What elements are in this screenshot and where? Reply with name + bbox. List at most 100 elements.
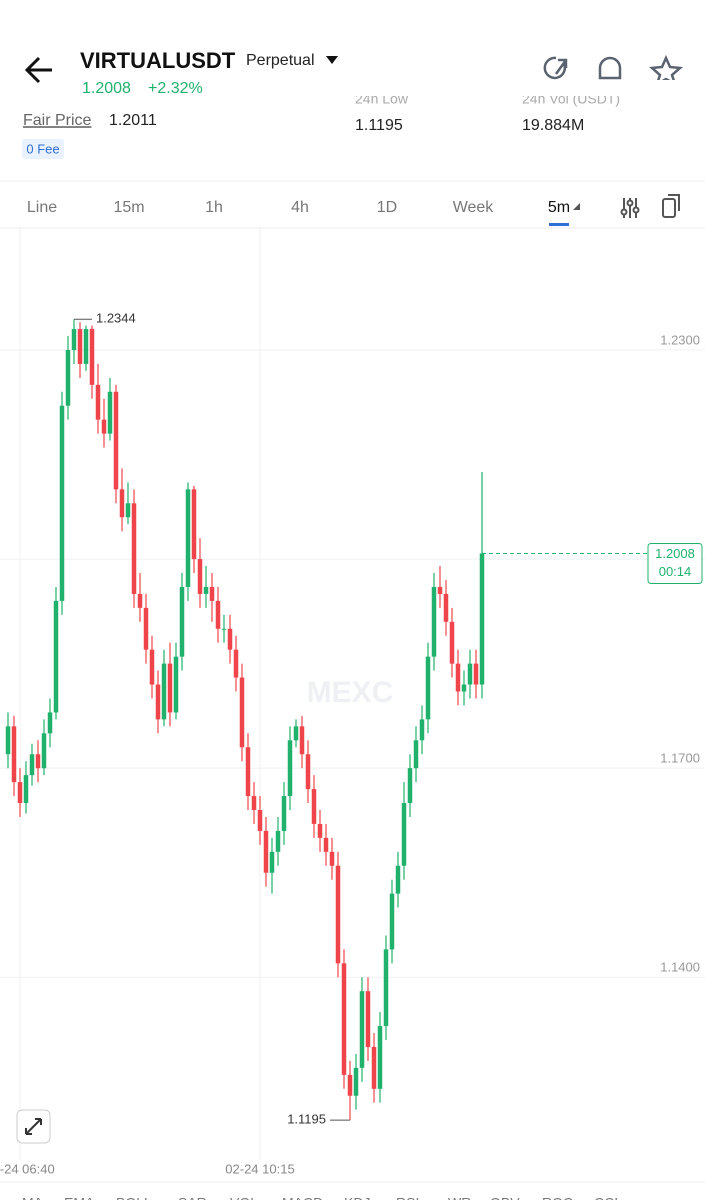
candle-body: [359, 991, 365, 1068]
indicator-tab[interactable]: WR: [448, 1195, 471, 1200]
candle-body: [197, 559, 203, 594]
candle-body: [65, 349, 71, 406]
candle-body: [371, 1046, 377, 1089]
candle-body: [71, 329, 77, 350]
candle-body: [449, 621, 455, 664]
indicator-tab[interactable]: RSI: [396, 1195, 419, 1200]
candle-body: [377, 1026, 383, 1089]
favorite-icon[interactable]: [649, 54, 683, 87]
candle-body: [323, 837, 329, 852]
tab[interactable]: 1h: [205, 199, 223, 216]
candle-body: [443, 593, 449, 622]
indicator-tab[interactable]: MA: [22, 1195, 44, 1200]
candle-body: [137, 593, 143, 608]
candle-body: [419, 719, 425, 741]
candle-body: [227, 628, 233, 650]
fair-price-label[interactable]: Fair Price: [23, 112, 92, 129]
fair-price: 1.2011: [109, 112, 157, 129]
candle-body: [215, 600, 221, 629]
candle-body: [467, 663, 473, 685]
x-tick-label: 02-24 06:40: [0, 1161, 55, 1176]
candle-body: [83, 329, 89, 364]
candle-body: [95, 384, 101, 420]
refresh-icon[interactable]: [543, 56, 568, 80]
candle-body: [185, 489, 191, 587]
candle-body: [401, 803, 407, 866]
indicator-tab[interactable]: KDJ: [344, 1195, 370, 1200]
candle-body: [203, 586, 209, 594]
candle-body: [461, 684, 467, 692]
candle-body: [473, 663, 479, 685]
low-label-visible: 24h Low: [355, 91, 409, 107]
tab[interactable]: 1D: [377, 199, 397, 216]
candle-body: [89, 329, 95, 385]
candle-body: [35, 754, 41, 769]
candle-body: [395, 865, 401, 894]
candle-body: [173, 656, 179, 713]
candle-body: [413, 740, 419, 769]
tab[interactable]: 15m: [113, 199, 144, 216]
indicator-tab[interactable]: MACD: [282, 1195, 323, 1200]
indicator-tab[interactable]: VOL: [230, 1195, 258, 1200]
candle-body: [47, 712, 53, 734]
watermark: MEXC: [307, 676, 394, 709]
vol-label-visible: 24h Vol (USDT): [522, 91, 620, 107]
layout-icon[interactable]: [662, 194, 680, 218]
tab-underline: [549, 223, 569, 226]
fee-badge: [22, 139, 64, 159]
candle-body: [29, 754, 35, 776]
indicator-tab[interactable]: EMA: [64, 1195, 95, 1200]
x-tick-label: 02-24 10:15: [225, 1161, 294, 1176]
fullscreen-icon: [25, 1118, 42, 1135]
candle-body: [329, 851, 335, 866]
indicator-bar: MA EMA BOLL SAR VOL MACD KDJ RSI WR OBV ROC CCI: [22, 1195, 618, 1200]
candle-body: [335, 865, 341, 964]
tab-dropdown[interactable]: [573, 203, 580, 210]
settings-icon[interactable]: [620, 198, 640, 218]
candle-body: [245, 747, 251, 797]
candle-body: [101, 419, 107, 434]
tab[interactable]: 4h: [291, 199, 309, 216]
candle-body: [125, 503, 131, 518]
candle-body: [239, 677, 245, 748]
indicator-tab[interactable]: CCI: [594, 1195, 618, 1200]
candle-body: [479, 553, 485, 685]
header-change: +2.32%: [148, 80, 203, 97]
candle-body: [167, 663, 173, 713]
tab[interactable]: Line: [27, 199, 57, 216]
dropdown-icon[interactable]: [326, 56, 338, 64]
tab[interactable]: Week: [453, 199, 495, 216]
fee-text: 0 Fee: [26, 141, 59, 156]
candle-body: [257, 809, 263, 831]
tab[interactable]: 5m: [548, 199, 570, 216]
candle-body: [119, 489, 125, 518]
max-label: 1.2344: [96, 311, 136, 326]
indicator-tab[interactable]: ROC: [542, 1195, 573, 1200]
indicator-tab[interactable]: SAR: [178, 1195, 207, 1200]
candle-body: [305, 754, 311, 790]
candle-body: [425, 656, 431, 720]
indicator-tab[interactable]: BOLL: [116, 1195, 152, 1200]
min-label: 1.1195: [287, 1112, 326, 1127]
candle-body: [317, 823, 323, 838]
stats-mask: [340, 80, 705, 104]
indicator-tab[interactable]: OBV: [490, 1195, 520, 1200]
candle-body: [269, 851, 275, 873]
candle-body: [221, 628, 227, 630]
last-price-box: [647, 542, 703, 584]
candle-body: [311, 789, 317, 824]
candle-body: [11, 726, 17, 783]
candle-body: [23, 775, 29, 804]
countdown: 00:14: [659, 564, 692, 579]
candle-body: [281, 796, 287, 831]
candle-body: [389, 893, 395, 950]
contract-type[interactable]: Perpetual: [246, 52, 315, 69]
candle-body: [251, 796, 257, 810]
candle-body: [287, 740, 293, 797]
symbol: VIRTUALUSDT: [80, 48, 236, 73]
back-button[interactable]: [24, 56, 52, 84]
candle-body: [161, 663, 167, 720]
